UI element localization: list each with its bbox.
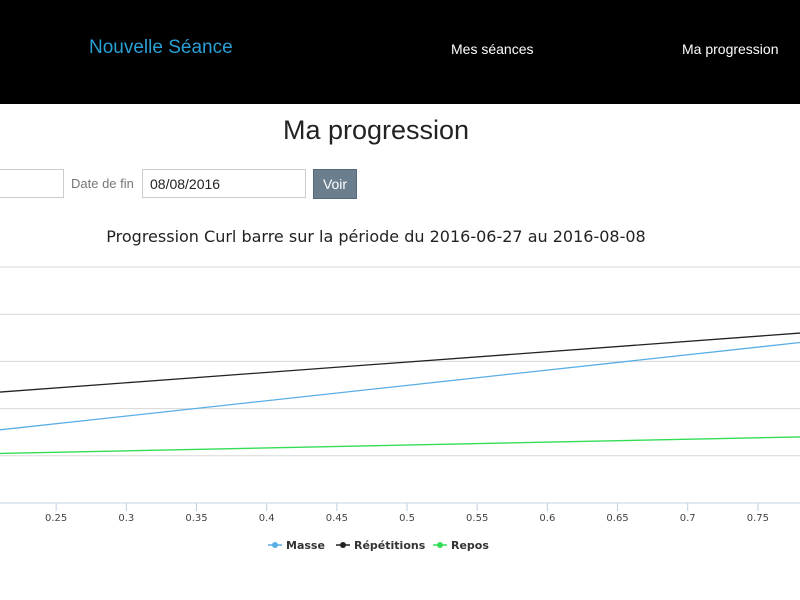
- grid-layer: [0, 266, 800, 457]
- start-date-input[interactable]: [0, 169, 64, 198]
- series-line-repos: [0, 436, 800, 455]
- x-tick-label: 0.35: [185, 513, 207, 524]
- legend: Masse Répétitions Repos: [268, 539, 489, 552]
- nav-link-ma-progression[interactable]: Ma progression: [682, 41, 779, 57]
- x-tick-label: 0.25: [45, 513, 67, 524]
- x-tick-label: 0.6: [539, 513, 555, 524]
- legend-item-masse[interactable]: Masse: [268, 539, 325, 552]
- page-title: Ma progression: [282, 115, 470, 145]
- brand-link[interactable]: Nouvelle Séance: [89, 37, 233, 58]
- legend-item-repetitions[interactable]: Répétitions: [336, 539, 426, 552]
- series-line-repetitions: [0, 332, 800, 393]
- series-line-masse: [0, 341, 800, 431]
- x-axis: 0.25 0.3 0.35 0.4 0.45 0.5 0.55 0.6 0.65 0.7 0.75: [0, 502, 800, 524]
- x-tick-label: 0.75: [747, 513, 769, 524]
- legend-label: Répétitions: [354, 539, 426, 552]
- progression-chart: Progression Curl barre sur la période du…: [0, 227, 800, 552]
- legend-label: Repos: [451, 539, 489, 552]
- legend-marker-symbol: [437, 542, 443, 548]
- nav-link-mes-seances[interactable]: Mes séances: [451, 41, 534, 57]
- x-tick-label: 0.55: [466, 513, 488, 524]
- legend-item-repos[interactable]: Repos: [433, 539, 489, 552]
- voir-button[interactable]: Voir: [313, 169, 357, 199]
- x-tick-label: 0.4: [259, 513, 275, 524]
- legend-marker-symbol: [340, 542, 346, 548]
- series-layer: [0, 332, 800, 455]
- x-tick-label: 0.45: [326, 513, 348, 524]
- end-date-label: Date de fin: [71, 176, 134, 191]
- legend-marker-symbol: [272, 542, 278, 548]
- chart-title: Progression Curl barre sur la période du…: [106, 227, 645, 246]
- x-tick-label: 0.5: [399, 513, 415, 524]
- x-tick-label: 0.3: [118, 513, 134, 524]
- legend-label: Masse: [286, 539, 325, 552]
- end-date-input[interactable]: [142, 169, 306, 198]
- navbar: Nouvelle Séance Mes séances Ma progressi…: [0, 0, 800, 104]
- x-tick-label: 0.65: [606, 513, 628, 524]
- x-tick-label: 0.7: [680, 513, 696, 524]
